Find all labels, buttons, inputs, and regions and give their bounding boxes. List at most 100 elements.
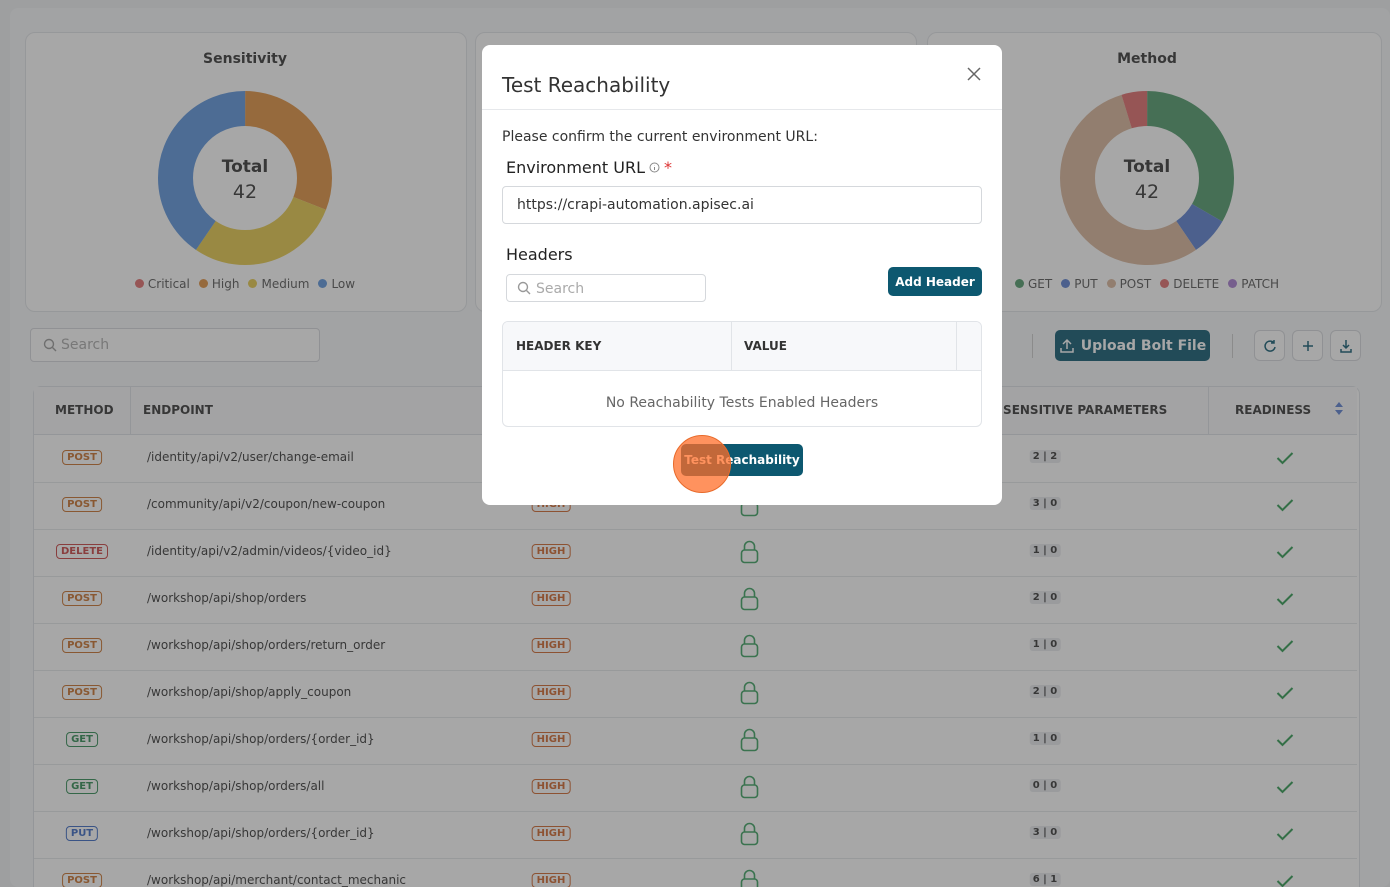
legend-label: POST <box>1119 277 1152 291</box>
ready-check <box>1276 544 1294 563</box>
table-row[interactable] <box>34 717 1357 765</box>
params-badge: 3 | 0 <box>1029 826 1061 839</box>
legend-label: Critical <box>147 277 190 291</box>
refresh-button[interactable] <box>1254 330 1285 361</box>
params-badge: 2 | 2 <box>1029 450 1061 463</box>
search-icon <box>517 281 531 295</box>
lock-icon <box>740 775 759 803</box>
headers-search[interactable]: Search <box>506 274 706 302</box>
legend-item[interactable]: Low <box>318 277 355 291</box>
legend-item[interactable]: PUT <box>1061 277 1098 291</box>
table-row[interactable] <box>34 670 1357 718</box>
legend-label: PUT <box>1074 277 1098 291</box>
modal: Test Reachability Please confirm the cur… <box>482 45 1002 505</box>
method-badge: POST <box>62 873 102 887</box>
legend-item[interactable]: GET <box>1014 277 1052 291</box>
required-mark: * <box>664 158 672 177</box>
params-badge: 1 | 0 <box>1029 638 1061 651</box>
method-badge: POST <box>62 497 102 512</box>
donut-segment[interactable] <box>1060 91 1234 265</box>
lock <box>740 775 759 799</box>
column-header: HIGHLY SENSITIVE PARAMETERS <box>950 403 1168 417</box>
value-col: VALUE <box>744 339 787 353</box>
endpoint: /workshop/api/shop/orders/all <box>147 779 325 793</box>
add-button[interactable] <box>1292 330 1323 361</box>
legend-item[interactable]: Critical <box>134 277 190 291</box>
method-badge: POST <box>62 638 102 653</box>
modal-title: Test Reachability <box>502 73 671 97</box>
legend-item[interactable]: High <box>198 277 240 291</box>
card-title: Method <box>1117 51 1177 67</box>
add-header-button[interactable]: Add Header <box>888 267 982 296</box>
search-box[interactable]: Search <box>30 328 320 362</box>
card <box>25 32 467 312</box>
upload-label: Upload Bolt File <box>1080 337 1207 354</box>
search-placeholder: Search <box>61 337 110 353</box>
icon <box>1302 340 1313 351</box>
endpoint: /identity/api/v2/admin/videos/{video_id} <box>147 544 392 558</box>
legend-label: High <box>211 277 240 291</box>
ready-check <box>1276 497 1294 516</box>
params-badge: 2 | 0 <box>1029 591 1061 604</box>
separator <box>1032 334 1033 358</box>
ready-check <box>1276 685 1294 704</box>
params-badge: 1 | 0 <box>1029 732 1061 745</box>
legend-item[interactable]: POST <box>1106 277 1152 291</box>
legend-dot <box>1160 279 1170 288</box>
check <box>1276 734 1294 747</box>
method-badge: POST <box>62 685 102 700</box>
legend-item[interactable]: PATCH <box>1228 277 1279 291</box>
table-row[interactable] <box>34 764 1357 812</box>
method-badge: POST <box>62 591 102 606</box>
total-value: 42 <box>1134 181 1160 203</box>
table-row[interactable] <box>34 811 1357 859</box>
legend-dot <box>1106 279 1116 288</box>
total-value: 42 <box>232 181 258 203</box>
url-input[interactable]: https://crapi-automation.apisec.ai <box>502 186 982 224</box>
legend-item[interactable]: Medium <box>248 277 309 291</box>
click-highlight <box>673 435 731 493</box>
icon <box>1263 339 1276 352</box>
table-row[interactable] <box>34 482 1357 530</box>
endpoint: /workshop/api/shop/orders/{order_id} <box>147 826 375 840</box>
legend: Critical High Medium Low <box>45 277 445 291</box>
legend-item[interactable]: DELETE <box>1160 277 1219 291</box>
legend-label: Low <box>331 277 356 291</box>
check <box>1276 593 1294 606</box>
donut-segment[interactable] <box>1060 91 1234 265</box>
download-button[interactable] <box>1330 330 1361 361</box>
legend-dot <box>1061 279 1071 288</box>
sort-icon[interactable] <box>1335 410 1343 415</box>
sensitivity-badge: HIGH <box>531 826 571 841</box>
header-key-col: HEADER KEY <box>516 339 602 353</box>
donut-segment[interactable] <box>158 91 332 265</box>
headers-table: HEADER KEY VALUE No Reachability Tests E… <box>502 321 982 427</box>
close-button[interactable] <box>966 66 982 82</box>
lock <box>740 869 759 887</box>
donut-segment[interactable] <box>1060 91 1234 265</box>
headers-table-head <box>503 322 981 371</box>
col-divider <box>130 387 131 434</box>
sensitivity-badge: HIGH <box>531 779 571 794</box>
endpoint: /workshop/api/shop/orders <box>147 591 307 605</box>
info-icon[interactable] <box>649 162 660 173</box>
ready-check <box>1276 450 1294 469</box>
donut-segment[interactable] <box>158 91 332 265</box>
params-badge: 0 | 0 <box>1029 779 1061 792</box>
col-divider <box>956 322 957 370</box>
table-row[interactable] <box>34 576 1357 624</box>
upload-icon <box>1060 338 1074 353</box>
donut-segment[interactable] <box>158 91 332 265</box>
check <box>1276 546 1294 559</box>
icon <box>1339 339 1352 353</box>
legend-dot <box>318 279 328 288</box>
method-badge: PUT <box>65 826 99 841</box>
ready-check <box>1276 873 1294 887</box>
search-placeholder: Search <box>536 281 585 297</box>
endpoint: /workshop/api/shop/apply_coupon <box>147 685 352 699</box>
sort-icon[interactable] <box>1335 402 1343 407</box>
upload-button[interactable]: Upload Bolt File <box>1055 330 1210 361</box>
table-row[interactable] <box>34 529 1357 577</box>
table-row[interactable] <box>34 623 1357 671</box>
headers-title: Headers <box>506 245 573 264</box>
